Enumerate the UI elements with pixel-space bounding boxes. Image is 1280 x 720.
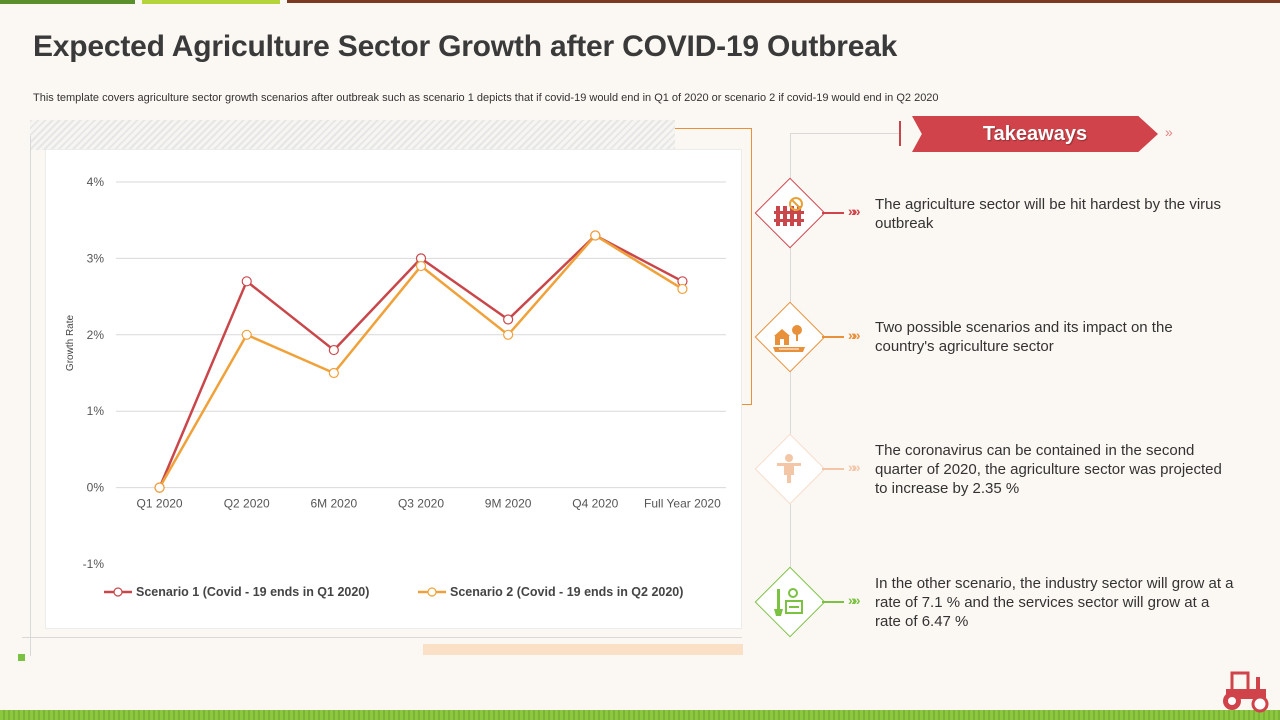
gardening-tools-icon	[774, 588, 803, 616]
takeaway-1-text: The agriculture sector will be hit harde…	[875, 196, 1221, 232]
top-accent-bar-green	[0, 0, 135, 4]
y-tick-label: -1%	[83, 557, 105, 571]
data-point-series-2	[677, 283, 688, 295]
takeaways-heading: Takeaways	[982, 122, 1088, 145]
chart-hatch-decoration	[30, 120, 675, 150]
data-point-series-2	[590, 230, 601, 241]
chart-frame-line-horizontal	[22, 637, 742, 638]
page-title: Expected Agriculture Sector Growth after…	[33, 30, 898, 63]
y-tick-label: 4%	[87, 175, 105, 189]
x-tick-label: 9M 2020	[485, 497, 532, 511]
x-tick-label: Q3 2020	[398, 497, 444, 511]
tractor-icon	[1223, 671, 1269, 713]
double-chevron-right-icon: »»	[848, 327, 860, 343]
data-point-series-2	[415, 260, 427, 272]
chart-frame-line-vertical	[30, 136, 31, 656]
double-chevron-right-icon: »	[1165, 124, 1173, 140]
page-subtitle: This template covers agriculture sector …	[33, 92, 939, 104]
chart-series	[154, 230, 688, 493]
data-point-series-2	[241, 329, 252, 340]
takeaway-1-connector	[822, 212, 844, 214]
data-point-series-1	[328, 344, 339, 356]
legend-label-2: Scenario 2 (Covid - 19 ends in Q2 2020)	[450, 585, 683, 599]
x-tick-label: 6M 2020	[311, 497, 358, 511]
chart-grid	[116, 181, 726, 489]
double-chevron-right-icon: »»	[848, 203, 860, 219]
takeaways-banner: Takeaways	[912, 116, 1158, 152]
chart-legend: Scenario 1 (Covid - 19 ends in Q1 2020) S…	[104, 585, 683, 599]
takeaways-marker	[899, 121, 901, 146]
x-tick-label: Q1 2020	[137, 497, 183, 511]
legend-marker-1	[113, 587, 123, 597]
legend-marker-2	[427, 587, 437, 597]
x-axis-ticks: Q1 2020 Q2 2020 6M 2020 Q3 2020 9M 2020 Q4 20…	[137, 497, 722, 511]
x-tick-label: Q4 2020	[572, 497, 618, 511]
takeaway-3-connector	[822, 468, 844, 470]
data-point-series-2	[154, 482, 165, 493]
x-tick-label: Full Year 2020	[644, 497, 721, 511]
scarecrow-icon	[777, 454, 801, 483]
data-point-series-1	[241, 276, 252, 287]
takeaways-connector-line	[790, 133, 900, 134]
takeaway-2-connector	[822, 336, 844, 338]
takeaway-2-text: Two possible scenarios and its impact on…	[875, 319, 1173, 355]
chart-corner-marker	[18, 654, 25, 661]
y-tick-label: 2%	[87, 328, 105, 342]
line-chart-panel: -1% 0% 1% 2% 3% 4% Q1 2020 Q2 2020 6M 2020 Q3 20…	[45, 149, 742, 629]
y-axis-ticks: -1% 0% 1% 2% 3% 4%	[83, 175, 105, 571]
line-chart: -1% 0% 1% 2% 3% 4% Q1 2020 Q2 2020 6M 2020 Q3 20…	[65, 175, 726, 599]
barn-field-icon	[773, 325, 805, 352]
y-tick-label: 0%	[87, 481, 105, 495]
takeaway-3-text: The coronavirus can be contained in the …	[875, 442, 1222, 497]
takeaway-4-text: In the other scenario, the industry sect…	[875, 575, 1234, 630]
legend-label-1: Scenario 1 (Covid - 19 ends in Q1 2020)	[136, 585, 369, 599]
series-line-2	[158, 234, 684, 489]
takeaways-timeline-line	[790, 133, 791, 633]
top-accent-bar-lime	[142, 0, 280, 4]
double-chevron-right-icon: »»	[848, 459, 860, 475]
y-tick-label: 1%	[87, 404, 105, 418]
chart-peach-bar-decoration	[423, 644, 743, 655]
y-axis-label: Growth Rate	[65, 314, 76, 371]
series-line-1	[158, 234, 684, 489]
x-tick-label: Q2 2020	[224, 497, 270, 511]
farm-fence-icon	[774, 197, 804, 226]
data-point-series-2	[328, 367, 339, 379]
top-accent-bar-brown	[287, 0, 1280, 3]
takeaway-4-connector	[822, 601, 844, 603]
data-point-series-2	[503, 329, 514, 340]
double-chevron-right-icon: »»	[848, 592, 860, 608]
data-point-series-1	[503, 314, 514, 325]
grass-footer-decoration	[0, 710, 1280, 720]
y-tick-label: 3%	[87, 251, 105, 265]
